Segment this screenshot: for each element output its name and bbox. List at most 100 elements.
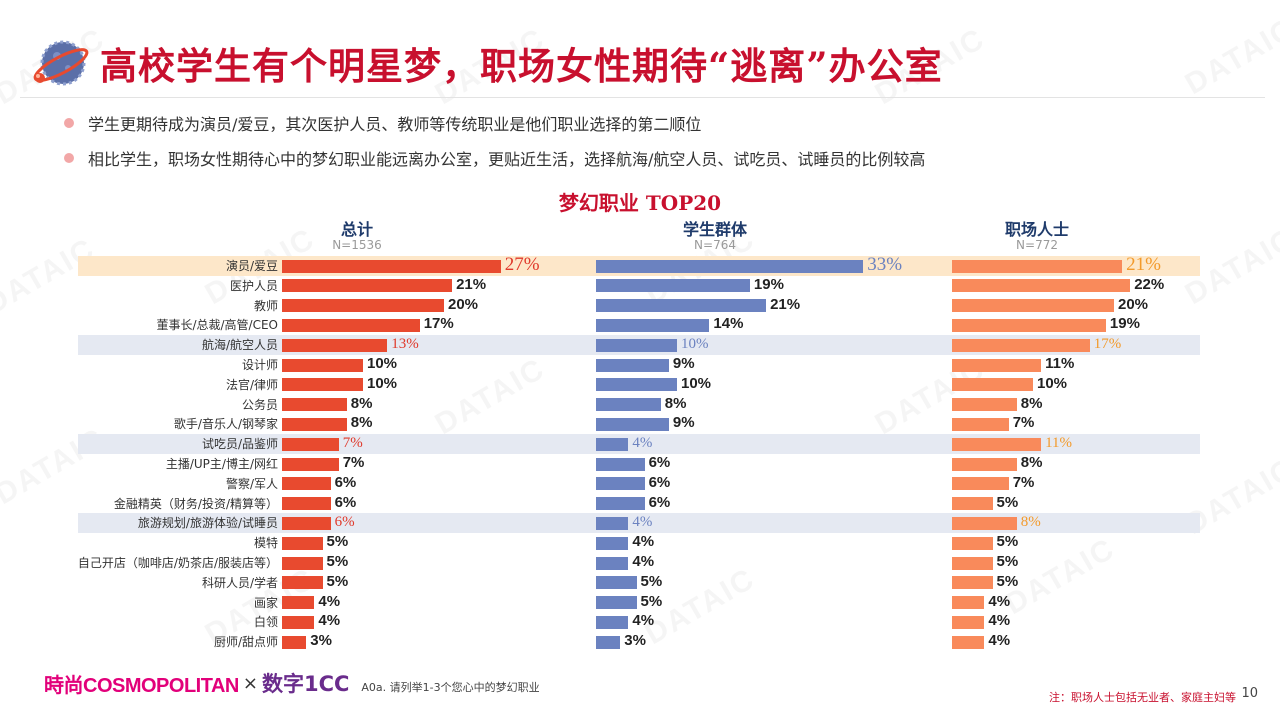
bar-worker bbox=[952, 417, 1009, 431]
bar-student bbox=[596, 457, 645, 471]
series-name: 职场人士 bbox=[1004, 220, 1069, 239]
row-highlight bbox=[78, 513, 1200, 534]
value-label-total: 20% bbox=[448, 295, 479, 313]
bar-total bbox=[282, 398, 347, 412]
value-label-worker: 5% bbox=[996, 553, 1019, 570]
bar-total bbox=[282, 457, 339, 471]
value-label-student: 14% bbox=[713, 315, 744, 333]
value-label-student: 19% bbox=[753, 275, 784, 293]
page-header: 高校学生有个明星梦，职场女性期待“逃离”办公室 bbox=[30, 28, 943, 98]
category-label: 歌手/音乐人/钢琴家 bbox=[173, 417, 278, 432]
bar-total bbox=[282, 536, 323, 550]
bar-total bbox=[282, 497, 331, 511]
footer: 時尚COSMOPOLITAN × 数字1CC A0a. 请列举1-3个您心中的梦… bbox=[44, 668, 540, 698]
value-label-student: 9% bbox=[672, 414, 695, 432]
bar-worker bbox=[952, 318, 1106, 332]
sample-size: N=764 bbox=[694, 238, 736, 252]
bar-worker bbox=[952, 635, 985, 649]
value-label-student: 5% bbox=[640, 592, 663, 610]
shuzi100-logo: 数字1CC bbox=[261, 672, 350, 696]
value-label-worker: 20% bbox=[1118, 295, 1149, 313]
bar-student bbox=[596, 318, 710, 332]
bar-worker bbox=[952, 536, 993, 550]
bar-total bbox=[282, 318, 420, 332]
footnote: 注：职场人士包括无业者、家庭主妇等 bbox=[1049, 691, 1236, 704]
bar-worker bbox=[952, 556, 993, 570]
value-label-worker: 8% bbox=[1020, 514, 1041, 531]
bar-worker bbox=[952, 279, 1131, 293]
value-label-total: 7% bbox=[342, 435, 363, 452]
value-label-total: 4% bbox=[318, 592, 341, 610]
bar-worker bbox=[952, 596, 985, 610]
bar-total bbox=[282, 378, 363, 392]
value-label-total: 8% bbox=[350, 414, 373, 432]
bullet-dot-icon bbox=[64, 118, 74, 128]
category-label: 主播/UP主/博主/网红 bbox=[165, 457, 278, 471]
value-label-worker: 11% bbox=[1045, 355, 1075, 372]
category-label: 警察/军人 bbox=[225, 476, 278, 491]
value-label-worker: 22% bbox=[1134, 275, 1165, 293]
value-label-worker: 11% bbox=[1045, 435, 1073, 452]
bar-total bbox=[282, 338, 388, 352]
bar-worker bbox=[952, 299, 1114, 313]
category-label: 旅游规划/旅游体验/试睡员 bbox=[137, 516, 278, 531]
category-label: 演员/爱豆 bbox=[225, 259, 278, 273]
column-head-total: 总计 N=1536 bbox=[272, 221, 442, 252]
category-label: 设计师 bbox=[241, 358, 278, 372]
bar-worker bbox=[952, 398, 1017, 412]
value-label-worker: 5% bbox=[996, 493, 1019, 511]
bar-student bbox=[596, 497, 645, 511]
bar-student bbox=[596, 477, 645, 491]
value-label-worker: 8% bbox=[1020, 394, 1043, 412]
bar-total bbox=[282, 635, 307, 649]
value-label-student: 8% bbox=[664, 394, 687, 412]
value-label-student: 6% bbox=[648, 454, 671, 471]
category-label: 试吃员/品鉴师 bbox=[201, 437, 278, 452]
page-number: 10 bbox=[1241, 686, 1258, 701]
category-label: 厨师/甜点师 bbox=[213, 635, 278, 650]
header-divider bbox=[20, 97, 1265, 98]
bar-worker bbox=[952, 516, 1017, 530]
bar-worker bbox=[952, 259, 1123, 273]
bullet-text: 学生更期待成为演员/爱豆，其次医护人员、教师等传统职业是他们职业选择的第二顺位 bbox=[88, 115, 702, 134]
value-label-total: 5% bbox=[326, 553, 349, 570]
value-label-student: 4% bbox=[632, 553, 655, 570]
category-label: 公务员 bbox=[241, 397, 278, 412]
value-label-total: 17% bbox=[423, 315, 454, 333]
summary-bullets: 学生更期待成为演员/爱豆，其次医护人员、教师等传统职业是他们职业选择的第二顺位 … bbox=[64, 111, 925, 181]
value-label-student: 3% bbox=[624, 632, 646, 650]
category-label: 白领 bbox=[253, 615, 278, 630]
value-label-total: 5% bbox=[326, 533, 349, 551]
bar-student bbox=[596, 437, 629, 451]
value-label-worker: 10% bbox=[1037, 374, 1068, 392]
value-label-worker: 17% bbox=[1093, 336, 1122, 353]
value-label-student: 10% bbox=[681, 336, 709, 353]
value-label-worker: 7% bbox=[1012, 473, 1035, 491]
bar-student bbox=[596, 358, 669, 372]
bar-student bbox=[596, 635, 621, 649]
bar-worker bbox=[952, 477, 1009, 491]
chart-title: 梦幻职业 TOP20 bbox=[558, 191, 722, 215]
value-label-total: 3% bbox=[310, 632, 332, 650]
bar-worker bbox=[952, 358, 1042, 372]
planet-icon bbox=[30, 32, 92, 94]
category-label: 航海/航空人员 bbox=[201, 338, 278, 353]
bar-total bbox=[282, 299, 444, 313]
sample-size: N=772 bbox=[1016, 238, 1058, 252]
summary-bullet: 学生更期待成为演员/爱豆，其次医护人员、教师等传统职业是他们职业选择的第二顺位 bbox=[64, 111, 925, 135]
value-label-total: 10% bbox=[367, 355, 398, 372]
value-label-total: 8% bbox=[350, 394, 373, 412]
value-label-student: 6% bbox=[648, 473, 671, 491]
category-label: 科研人员/学者 bbox=[201, 575, 278, 590]
bar-total bbox=[282, 358, 363, 372]
value-label-student: 4% bbox=[632, 533, 655, 551]
bar-total bbox=[282, 556, 323, 570]
bar-student bbox=[596, 398, 661, 412]
value-label-total: 6% bbox=[334, 473, 357, 491]
bar-student bbox=[596, 615, 629, 629]
bar-total bbox=[282, 417, 347, 431]
bar-total bbox=[282, 477, 331, 491]
value-label-worker: 4% bbox=[988, 632, 1011, 650]
value-label-student: 5% bbox=[640, 572, 663, 590]
